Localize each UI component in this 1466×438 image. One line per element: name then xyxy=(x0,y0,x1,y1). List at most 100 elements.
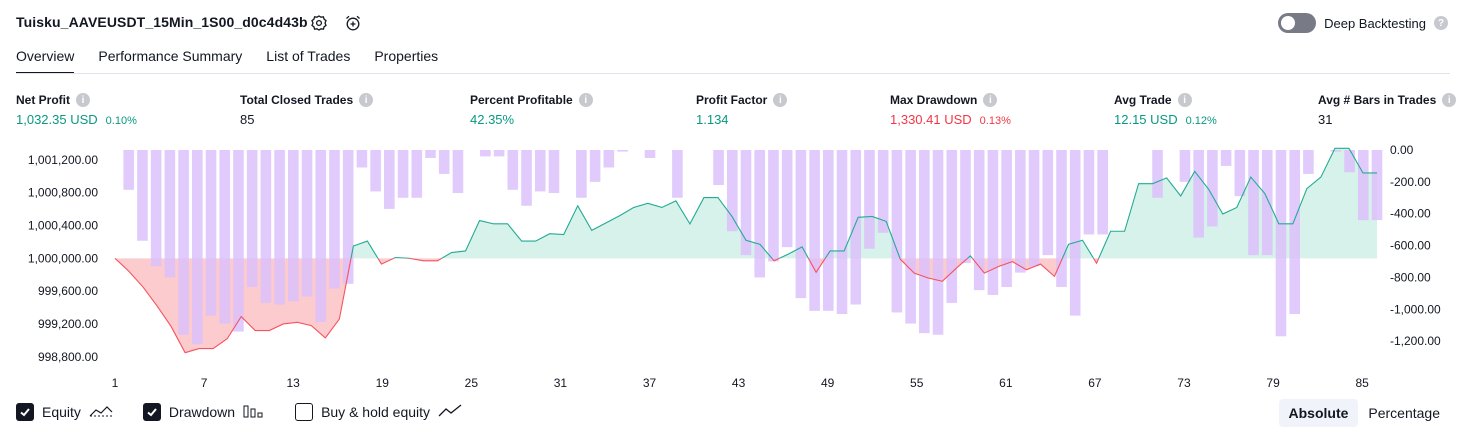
drawdown-bar xyxy=(1248,150,1259,256)
drawdown-bar xyxy=(274,150,285,305)
drawdown-bar xyxy=(919,150,930,334)
drawdown-bar xyxy=(576,150,587,198)
buy-hold-checkbox[interactable] xyxy=(295,403,314,421)
y-right-tick-label: -1,200.00 xyxy=(1390,334,1441,348)
drawdown-bar xyxy=(891,150,903,313)
drawdown-bar xyxy=(123,150,135,190)
legend-label: Buy & hold equity xyxy=(321,404,431,420)
equity-line-profit xyxy=(115,147,1377,259)
drawdown-bar xyxy=(192,150,203,345)
y-left-tick-label: 999,200.00 xyxy=(38,317,98,331)
tab-bar: Overview Performance Summary List of Tra… xyxy=(16,48,438,74)
absolute-button[interactable]: Absolute xyxy=(1278,399,1359,427)
drawdown-bars-icon xyxy=(243,404,265,421)
tab-overview[interactable]: Overview xyxy=(16,48,75,74)
x-tick-label: 31 xyxy=(554,376,568,390)
deep-backtesting-toggle[interactable] xyxy=(1278,13,1317,33)
y-left-tick-label: 998,800.00 xyxy=(38,350,98,364)
equity-line-loss xyxy=(114,258,1100,354)
alarm-clock-plus-icon[interactable] xyxy=(343,13,363,33)
metric-label: Avg Trade xyxy=(1114,93,1172,107)
metric-total-closed-trades: Total Closed Trades i 85 xyxy=(240,93,374,127)
drawdown-checkbox[interactable] xyxy=(142,403,161,421)
info-icon[interactable]: i xyxy=(983,93,998,107)
drawdown-bar xyxy=(1069,150,1081,316)
metric-avg-bars-in-trades: Avg # Bars in Trades i 31 xyxy=(1318,93,1457,127)
drawdown-bar xyxy=(987,150,999,295)
drawdown-bar xyxy=(137,150,148,241)
info-icon[interactable]: i xyxy=(1442,93,1457,107)
toggle-knob xyxy=(1281,16,1296,30)
tab-list-of-trades[interactable]: List of Trades xyxy=(266,48,351,64)
y-right-tick-label: -400.00 xyxy=(1390,207,1431,221)
drawdown-bar xyxy=(1193,150,1204,238)
x-tick-label: 61 xyxy=(999,376,1013,390)
metric-avg-trade: Avg Trade i 12.15 USD 0.12% xyxy=(1114,93,1217,127)
drawdown-bar xyxy=(1015,150,1026,273)
info-icon[interactable]: i xyxy=(578,93,593,107)
drawdown-bar xyxy=(1220,150,1232,166)
drawdown-bar xyxy=(1152,150,1163,198)
drawdown-bar xyxy=(548,150,560,193)
info-icon[interactable]: i xyxy=(76,93,90,107)
drawdown-bar xyxy=(356,150,368,168)
drawdown-bar xyxy=(370,150,381,192)
drawdown-bar xyxy=(809,150,820,311)
drawdown-bar xyxy=(836,150,848,315)
metric-value: 85 xyxy=(240,112,255,127)
info-icon[interactable]: i xyxy=(773,93,788,107)
drawdown-bar xyxy=(713,150,724,186)
metric-percent-profitable: Percent Profitable i 42.35% xyxy=(470,93,593,127)
info-icon[interactable]: i xyxy=(359,93,374,107)
metric-value: 1,330.41 USD xyxy=(890,112,972,127)
gear-icon[interactable] xyxy=(309,13,329,33)
legend-buy-hold[interactable]: Buy & hold equity xyxy=(295,403,462,421)
drawdown-bar xyxy=(754,150,766,278)
drawdown-bar xyxy=(1289,150,1300,315)
equity-checkbox[interactable] xyxy=(16,403,34,421)
equity-drawdown-chart[interactable]: 1,001,200.00 1,000,800.00 1,000,400.00 1,00… xyxy=(0,140,1466,395)
drawdown-bar xyxy=(781,150,793,248)
drawdown-bar xyxy=(397,150,409,198)
drawdown-bar xyxy=(342,150,354,284)
legend-label: Equity xyxy=(42,404,81,420)
metric-net-profit: Net Profit i 1,032.35 USD 0.10% xyxy=(16,93,137,127)
legend-drawdown[interactable]: Drawdown xyxy=(142,403,265,421)
x-tick-label: 37 xyxy=(643,376,657,390)
legend-equity[interactable]: Equity xyxy=(16,403,113,421)
drawdown-bar xyxy=(644,150,656,158)
deep-backtesting: Deep Backtesting ? xyxy=(1278,13,1448,33)
metric-label: Max Drawdown xyxy=(890,93,978,107)
drawdown-bar xyxy=(246,150,258,287)
metric-profit-factor: Profit Factor i 1.134 xyxy=(696,93,788,127)
tab-properties[interactable]: Properties xyxy=(374,48,439,64)
drawdown-bar xyxy=(1371,150,1383,221)
drawdown-bar xyxy=(726,150,738,232)
drawdown-bar xyxy=(850,150,862,305)
drawdown-bar xyxy=(1056,150,1067,287)
metric-label: Total Closed Trades xyxy=(240,93,354,107)
metric-value: 12.15 USD xyxy=(1114,112,1178,127)
drawdown-bar xyxy=(219,150,231,324)
y-left-tick-label: 1,000,000.00 xyxy=(28,251,98,265)
drawdown-bar xyxy=(1001,150,1012,287)
drawdown-bar xyxy=(1303,150,1314,174)
drawdown-bar xyxy=(260,150,272,303)
tab-performance-summary[interactable]: Performance Summary xyxy=(98,48,243,64)
info-icon[interactable]: i xyxy=(1177,93,1192,107)
drawdown-bar xyxy=(864,150,875,249)
drawdown-bar xyxy=(1261,150,1273,256)
x-tick-label: 49 xyxy=(821,376,835,390)
drawdown-bar xyxy=(425,150,436,158)
x-tick-label: 67 xyxy=(1088,376,1102,390)
drawdown-bar xyxy=(617,150,628,152)
legend-label: Drawdown xyxy=(168,404,236,420)
drawdown-bar xyxy=(205,150,217,316)
metric-label: Percent Profitable xyxy=(470,93,573,107)
drawdown-bar xyxy=(877,150,889,233)
x-tick-label: 73 xyxy=(1177,376,1191,390)
metric-label: Net Profit xyxy=(16,93,70,107)
percentage-button[interactable]: Percentage xyxy=(1368,405,1440,421)
help-icon[interactable]: ? xyxy=(1434,16,1448,30)
drawdown-bar xyxy=(1207,150,1218,227)
